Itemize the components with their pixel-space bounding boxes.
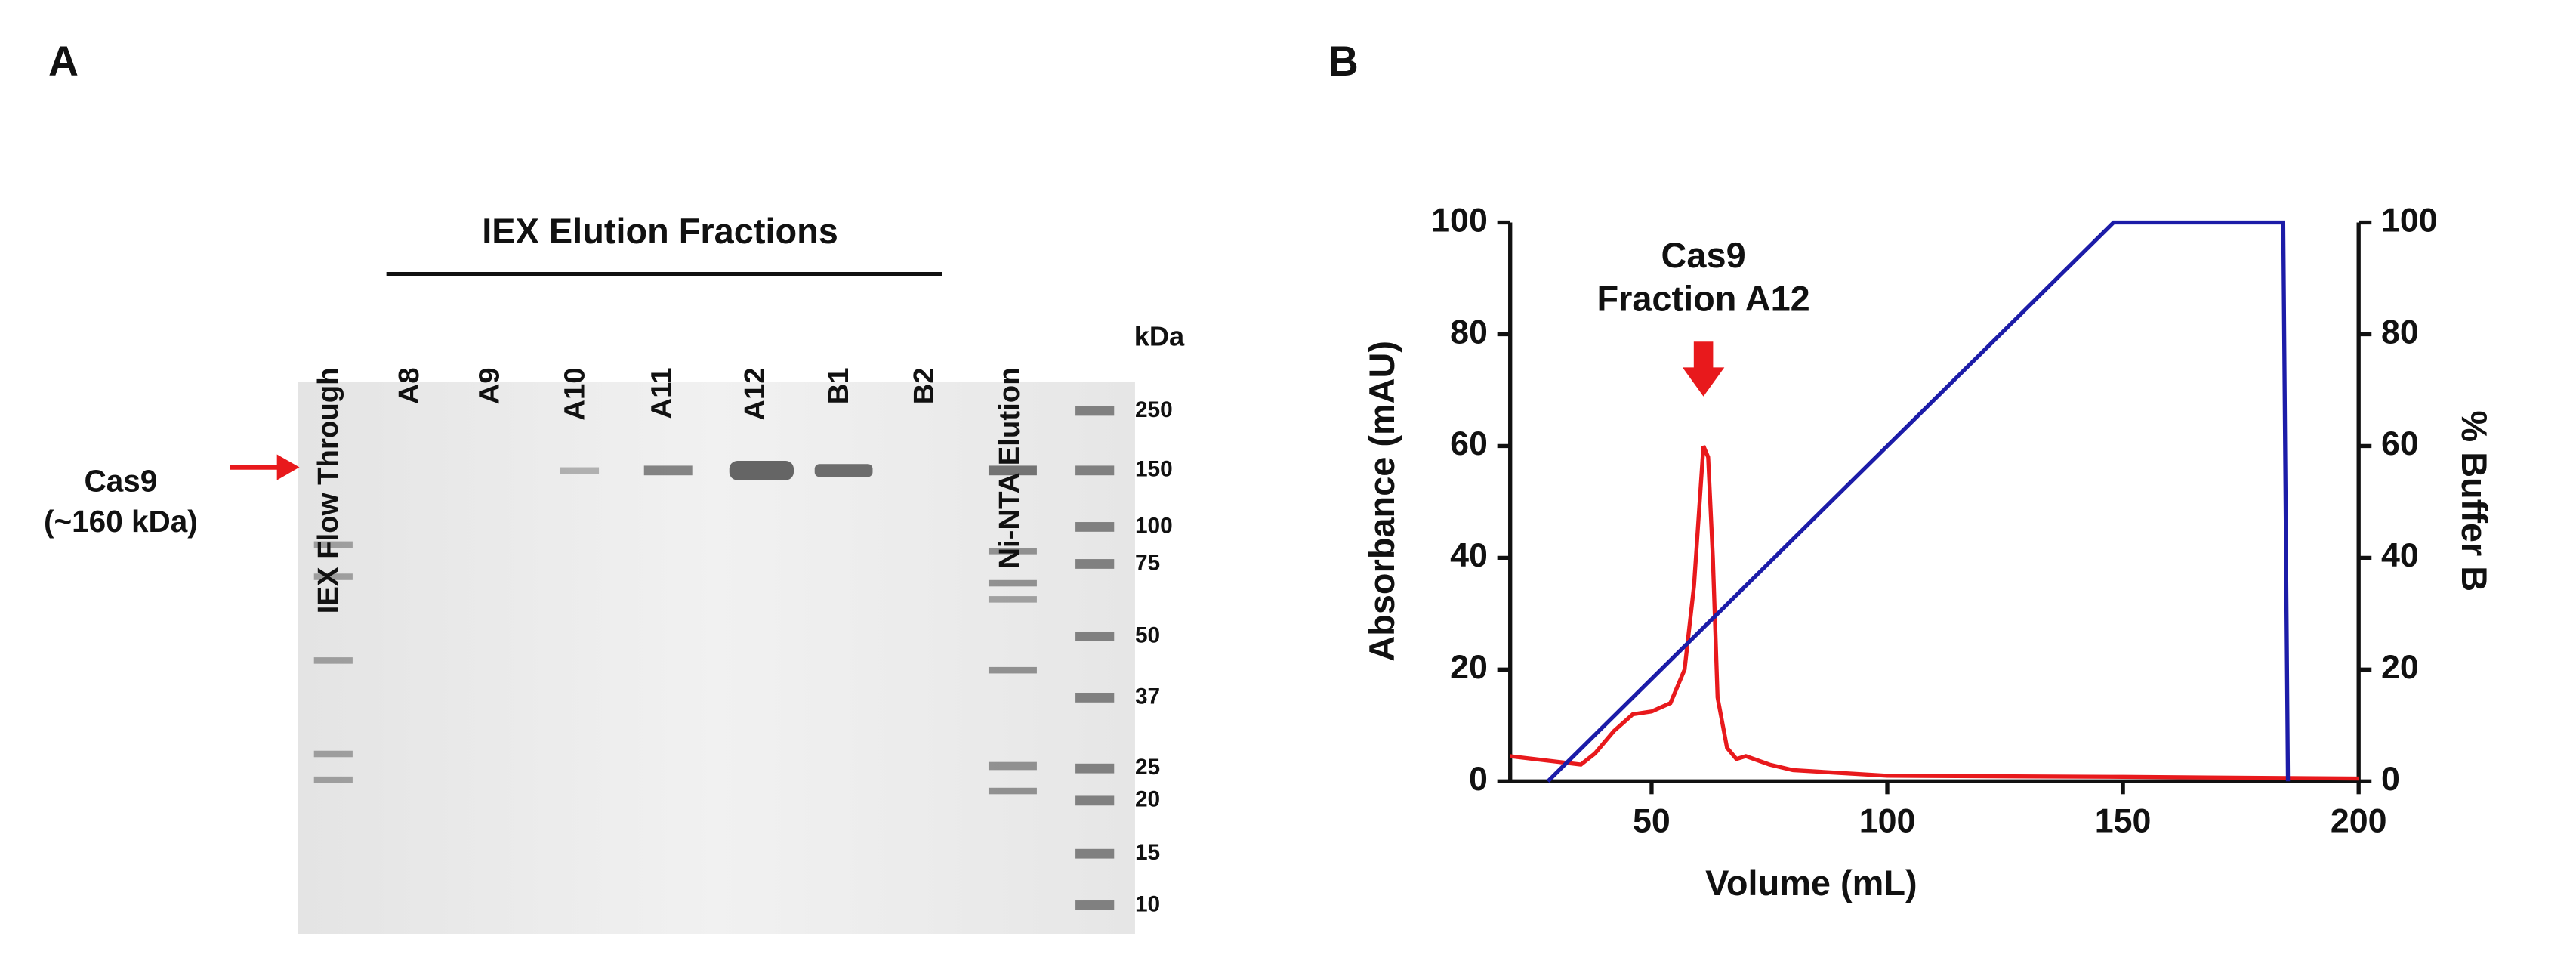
ladder-band: [1075, 465, 1115, 476]
panel-label: A: [48, 38, 79, 85]
annotation: Cas9: [1661, 236, 1746, 275]
series-line: [1546, 220, 2291, 783]
series-line: [1510, 445, 2359, 781]
panel-label: B: [1328, 38, 1359, 85]
gel-bands: [313, 461, 1037, 795]
ladder-band: [1075, 795, 1115, 806]
y2-tick-label: 80: [2381, 313, 2419, 351]
marker-label: 15: [1135, 840, 1160, 865]
y2-tick-label: 60: [2381, 425, 2419, 462]
group-label: IEX Elution Fractions: [482, 212, 838, 251]
y-tick-label: 80: [1450, 313, 1488, 351]
ladder-band: [1075, 406, 1115, 416]
lane-label: A10: [558, 367, 591, 420]
lane-label: B2: [908, 367, 940, 404]
ladder-band: [1075, 763, 1115, 774]
ladder-band: [1075, 900, 1115, 910]
x-tick-label: 150: [2095, 802, 2152, 840]
marker-label: 250: [1135, 397, 1173, 422]
lane-label: Ni-NTA Elution: [993, 367, 1026, 568]
ladder-band: [1075, 693, 1115, 703]
target-label: Cas9: [84, 464, 157, 499]
lane-label: A11: [645, 367, 677, 419]
ladder-band: [1075, 848, 1115, 859]
marker-label: 50: [1135, 622, 1160, 647]
marker-label: 150: [1135, 457, 1173, 482]
y-tick-label: 40: [1450, 536, 1488, 574]
lane-label: A9: [473, 367, 505, 404]
y2-tick-label: 0: [2381, 760, 2400, 798]
lane-label: IEX Flow Through: [312, 367, 344, 613]
lane-label: B1: [822, 367, 855, 404]
x-tick-label: 100: [1859, 802, 1916, 840]
y2-axis-label: % Buffer B: [2454, 410, 2494, 592]
marker-label: 10: [1135, 891, 1160, 916]
y-axis-label: Absorbance (mAU): [1362, 341, 1402, 662]
y-tick-label: 60: [1450, 425, 1488, 462]
y-tick-label: 20: [1450, 648, 1488, 686]
ladder-band: [1075, 632, 1115, 641]
ladder-band: [1075, 522, 1115, 532]
lane-label: A12: [739, 367, 771, 420]
y2-tick-label: 20: [2381, 648, 2419, 686]
marker-label: 100: [1135, 513, 1173, 538]
marker-label: 20: [1135, 787, 1160, 812]
x-axis-label: Volume (mL): [1705, 863, 1917, 903]
annotation: Fraction A12: [1597, 279, 1809, 318]
ladder-band: [1075, 559, 1115, 569]
marker-label: 75: [1135, 550, 1160, 575]
y-tick-label: 0: [1469, 760, 1488, 798]
marker-label: 37: [1135, 684, 1160, 709]
target-arrow: [230, 454, 300, 480]
y2-tick-label: 40: [2381, 536, 2419, 574]
x-tick-label: 50: [1633, 802, 1671, 840]
lane-label: A8: [393, 367, 425, 404]
unit-label: kDa: [1134, 321, 1185, 352]
annotation-arrow: [1682, 341, 1725, 397]
target-label: (~160 kDa): [44, 504, 198, 539]
y2-tick-label: 100: [2381, 201, 2438, 239]
marker-label: 25: [1135, 755, 1160, 780]
y-tick-label: 100: [1431, 201, 1488, 239]
x-tick-label: 200: [2331, 802, 2387, 840]
